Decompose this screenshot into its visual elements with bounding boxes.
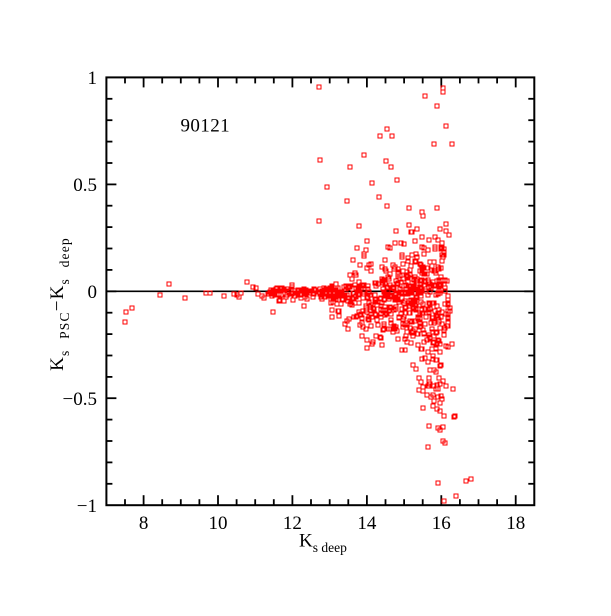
svg-text:0: 0 [88,282,98,303]
svg-text:−0.5: −0.5 [63,389,97,410]
svg-text:18: 18 [506,513,525,534]
svg-text:12: 12 [283,513,302,534]
svg-text:90121: 90121 [181,116,231,137]
svg-text:1: 1 [88,68,98,89]
svg-text:0.5: 0.5 [73,175,97,196]
svg-text:−1: −1 [77,496,97,517]
svg-text:14: 14 [357,513,377,534]
svg-text:8: 8 [139,513,149,534]
svg-text:10: 10 [209,513,228,534]
svg-text:16: 16 [432,513,451,534]
